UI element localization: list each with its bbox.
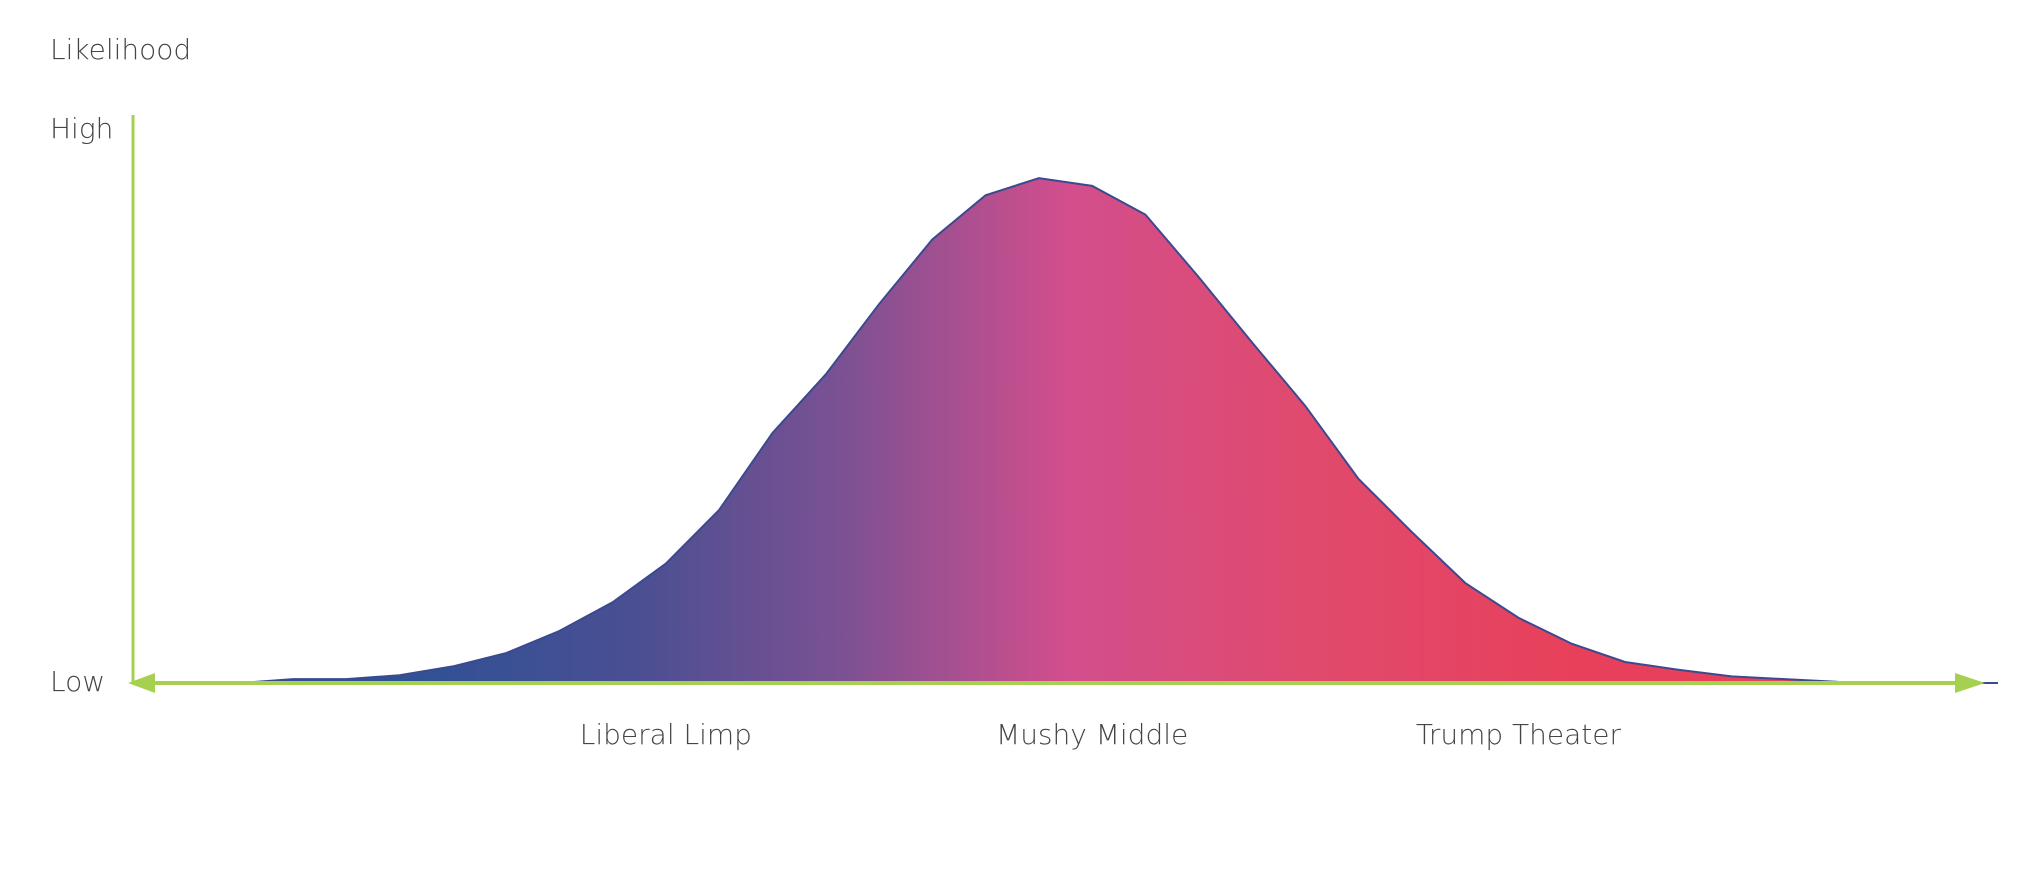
y-tick-label: Low xyxy=(50,665,105,698)
y-tick-label: High xyxy=(50,112,113,145)
x-tick-label: Mushy Middle xyxy=(996,718,1188,751)
chart-title: Likelihood xyxy=(50,33,191,66)
x-tick-label: Trump Theater xyxy=(1416,718,1622,751)
x-tick-label: Liberal Limp xyxy=(580,718,752,751)
area-outline xyxy=(133,177,1998,684)
area xyxy=(133,178,1998,683)
x-axis-arrow-right xyxy=(1955,673,1985,693)
x-axis-arrow-left xyxy=(128,673,155,693)
